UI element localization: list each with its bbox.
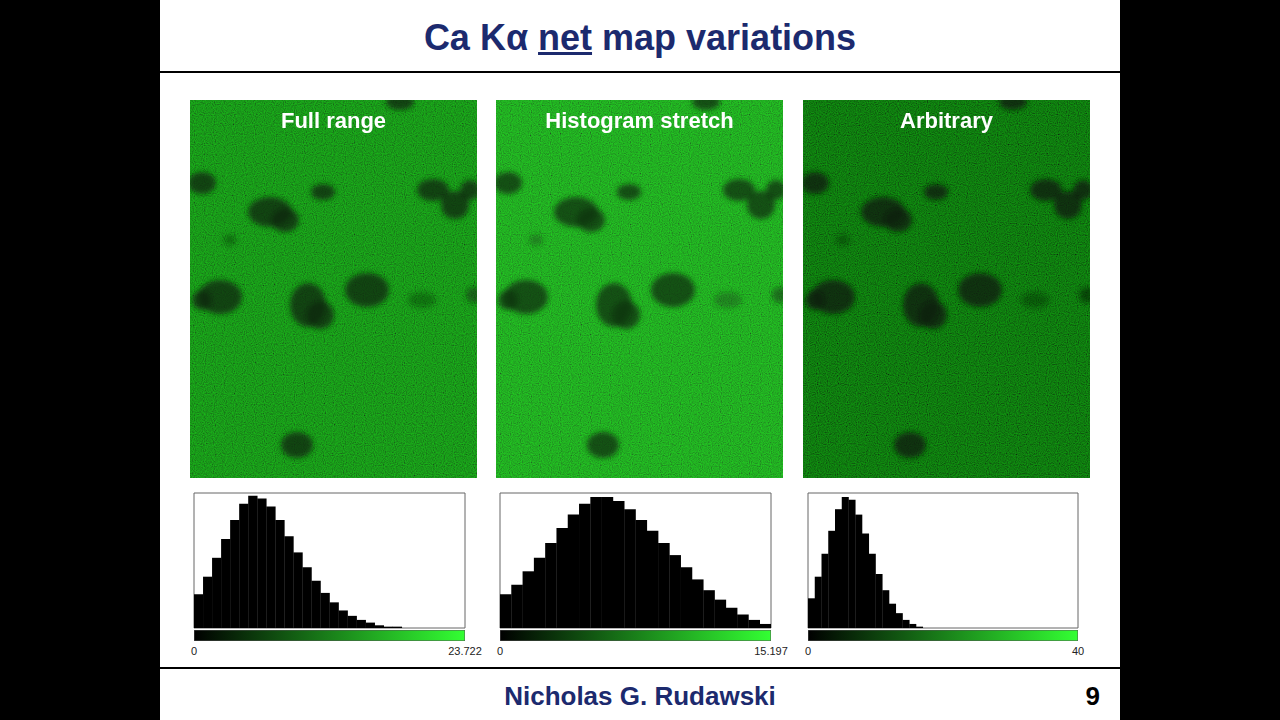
svg-text:40: 40	[1072, 645, 1084, 657]
svg-text:0: 0	[497, 645, 503, 657]
svg-text:0: 0	[191, 645, 197, 657]
html-text:Histogram stretch: Histogram stretch	[545, 108, 734, 133]
html-text:Full range: Full range	[280, 108, 387, 133]
html-text:Nicholas G. Rudawski: Nicholas G. Rudawski	[504, 681, 776, 711]
svg-text:15.197: 15.197	[754, 645, 788, 657]
html-text:9: 9	[1085, 681, 1100, 711]
html-text:Ca Kα net map variations: Ca Kα net map variations	[423, 17, 857, 58]
svg-text:23.722: 23.722	[448, 645, 482, 657]
html-text:Arbitrary: Arbitrary	[900, 108, 993, 133]
svg-text:0: 0	[805, 645, 811, 657]
